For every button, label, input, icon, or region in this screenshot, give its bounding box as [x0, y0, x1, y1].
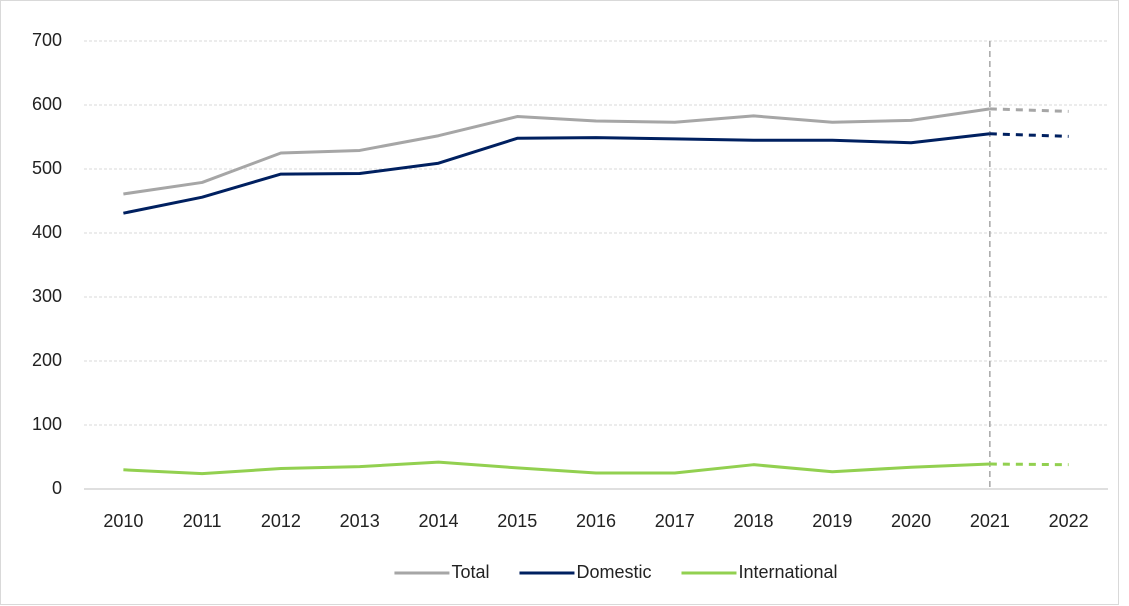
x-tick-label: 2011: [183, 511, 222, 531]
y-tick-label: 100: [32, 414, 62, 434]
x-tick-label: 2017: [655, 511, 695, 531]
x-tick-label: 2022: [1049, 511, 1089, 531]
series-line: [123, 460, 990, 476]
x-tick-label: 2020: [891, 511, 931, 531]
y-tick-label: 700: [32, 30, 62, 50]
x-tick-label: 2021: [970, 511, 1010, 531]
y-tick-label: 400: [32, 222, 62, 242]
series-line-forecast: [989, 107, 1069, 113]
x-tick-label: 2018: [734, 511, 774, 531]
x-tick-label: 2015: [497, 511, 537, 531]
legend-label: International: [738, 562, 837, 582]
x-tick-label: 2016: [576, 511, 616, 531]
series-line: [123, 107, 991, 196]
legend-label: Total: [451, 562, 489, 582]
x-tick-label: 2014: [418, 511, 458, 531]
x-tick-label: 2013: [340, 511, 380, 531]
x-tick-label: 2010: [103, 511, 143, 531]
y-tick-label: 300: [32, 286, 62, 306]
legend-label: Domestic: [576, 562, 651, 582]
x-tick-label: 2012: [261, 511, 301, 531]
x-tick-label: 2019: [812, 511, 852, 531]
y-tick-label: 500: [32, 158, 62, 178]
y-tick-label: 200: [32, 350, 62, 370]
series-line-forecast: [989, 462, 1069, 467]
series-line-forecast: [989, 132, 1069, 138]
y-tick-label: 0: [52, 478, 62, 498]
series-line: [123, 132, 991, 215]
y-tick-label: 600: [32, 94, 62, 114]
